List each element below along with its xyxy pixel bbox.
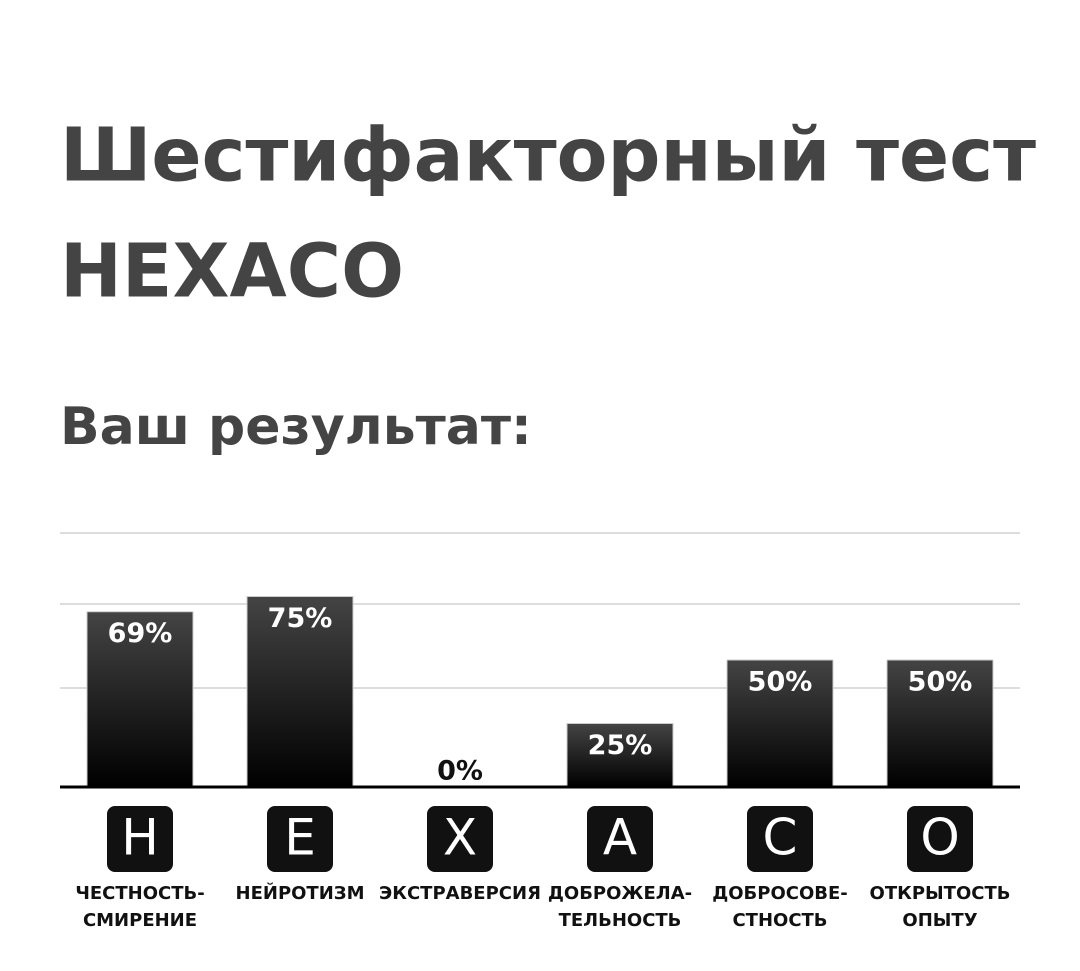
x-tick-label: ТЕЛЬНОСТЬ [559, 910, 682, 931]
letter: A [603, 809, 637, 867]
bar [246, 596, 354, 788]
letter: H [121, 809, 159, 867]
title-line: Шестифакторный тест [60, 113, 1036, 199]
letter: X [443, 809, 477, 867]
letter: C [763, 809, 798, 867]
x-tick-label: СТНОСТЬ [732, 910, 827, 931]
x-tick-label: ДОБРОЖЕЛА- [548, 883, 692, 904]
value-label: 75% [268, 603, 333, 634]
letter-box [587, 806, 653, 872]
value-label: 0% [437, 756, 483, 787]
letter-box [747, 806, 813, 872]
x-tick-label: НЕЙРОТИЗМ [236, 882, 365, 904]
x-tick-label: ОПЫТУ [902, 910, 977, 931]
letter: E [284, 809, 316, 867]
bar [886, 659, 994, 788]
x-tick-label: СМИРЕНИЕ [83, 910, 197, 931]
x-tick-label: ОТКРЫТОСТЬ [870, 883, 1011, 904]
x-tick-label: ЭКСТРАВЕРСИЯ [379, 883, 541, 904]
bar [86, 611, 194, 788]
letter-box [427, 806, 493, 872]
x-tick-label: ЧЕСТНОСТЬ- [75, 883, 204, 904]
letter: O [920, 809, 959, 867]
value-label: 50% [748, 667, 813, 698]
bar [726, 659, 834, 788]
letter-box [267, 806, 333, 872]
value-label: 69% [108, 618, 173, 649]
x-tick-label: ДОБРОСОВЕ- [712, 883, 848, 904]
value-label: 50% [908, 667, 973, 698]
letter-box [107, 806, 173, 872]
subtitle: Ваш результат: [60, 397, 532, 457]
letter-box [907, 806, 973, 872]
bar [566, 723, 674, 788]
value-label: 25% [588, 730, 653, 761]
title-line: HEXACO [60, 229, 404, 315]
